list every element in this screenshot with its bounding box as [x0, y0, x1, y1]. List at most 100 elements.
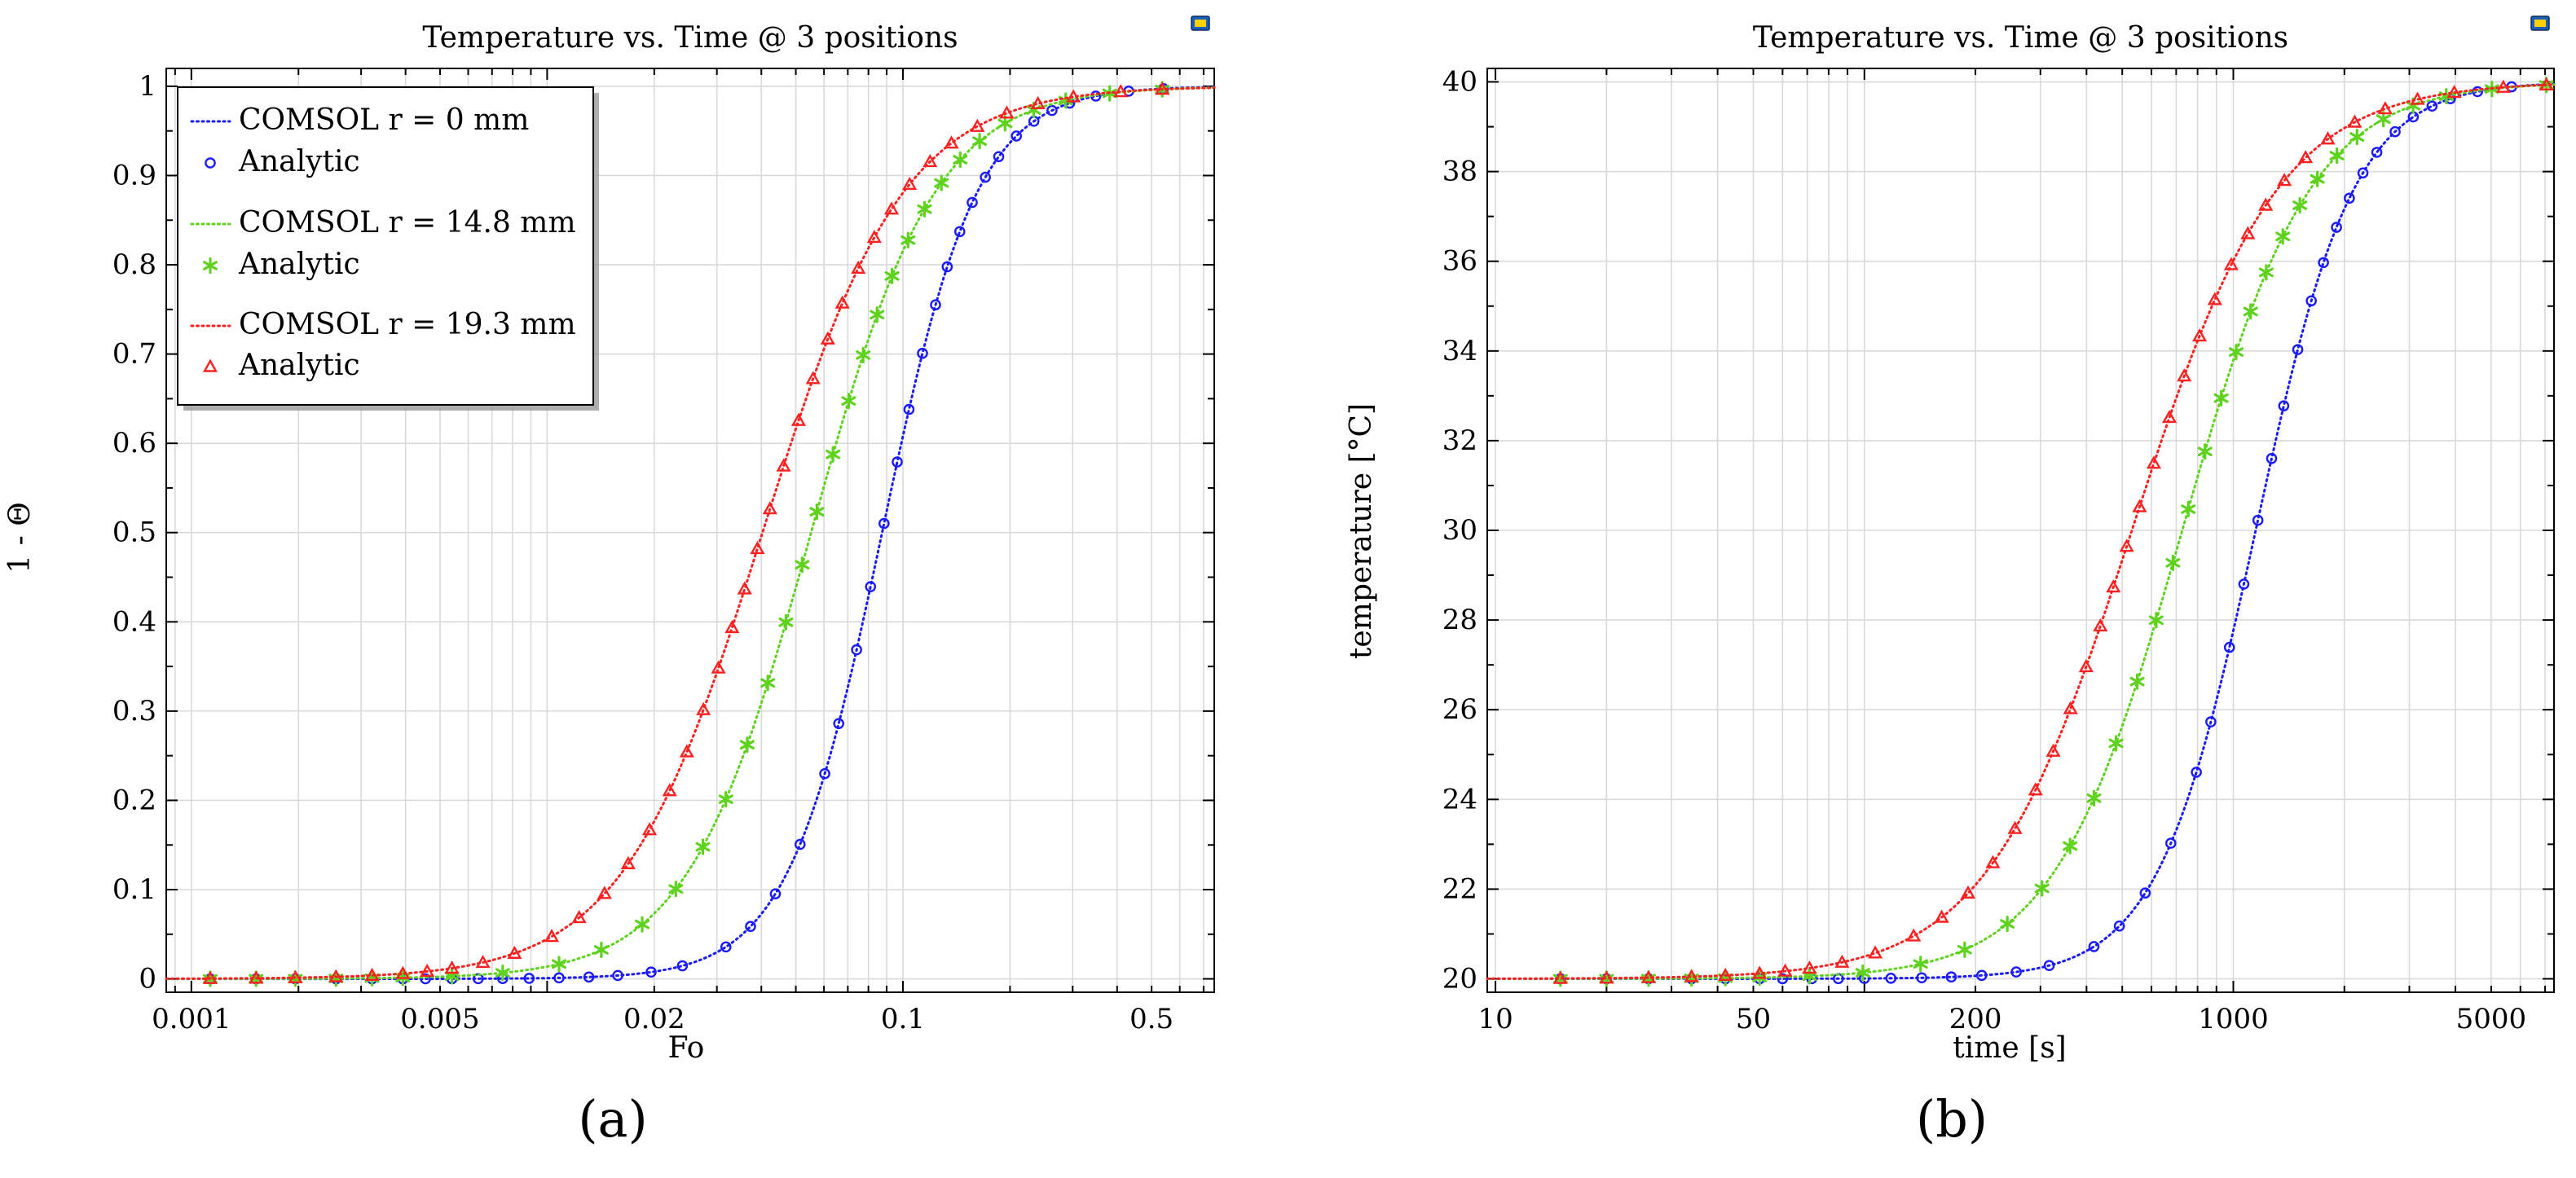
data-point	[2181, 500, 2196, 518]
legend-label: COMSOL r = 19.3 mm	[239, 308, 576, 341]
data-point	[720, 941, 732, 953]
data-point	[635, 916, 650, 933]
y-tick-label: 0.7	[112, 338, 156, 371]
series-line	[1486, 83, 2556, 980]
data-point	[1957, 941, 1972, 958]
data-point	[870, 306, 885, 323]
star-stroke	[1913, 959, 1928, 969]
star-stroke	[635, 919, 650, 930]
data-point	[571, 909, 587, 924]
data-point	[2495, 79, 2511, 93]
data-point	[444, 960, 460, 974]
star-stroke	[934, 178, 949, 188]
data-point	[769, 888, 782, 899]
series-3	[1486, 77, 2556, 984]
y-tick-label: 0	[139, 963, 156, 996]
data-point	[1906, 928, 1922, 942]
data-point	[2191, 767, 2202, 778]
data-point	[2310, 170, 2325, 187]
data-point	[724, 619, 740, 634]
legend-marker-swatch	[203, 257, 218, 275]
data-point	[679, 744, 694, 758]
data-point	[2298, 150, 2314, 164]
x-tick-label: 0.005	[400, 1003, 479, 1035]
legend-label: Analytic	[238, 349, 360, 382]
data-point	[2318, 257, 2329, 269]
data-point	[612, 969, 623, 982]
data-point	[420, 963, 435, 978]
data-point	[2243, 303, 2258, 320]
y-tick-label: 22	[1442, 873, 1477, 905]
star-stroke	[884, 270, 900, 281]
export-icon[interactable]	[2530, 15, 2550, 31]
data-point	[1885, 973, 1897, 984]
data-point	[2213, 389, 2229, 407]
data-point	[2376, 111, 2391, 128]
chart-title: Temperature vs. Time @ 3 positions	[1753, 21, 2288, 55]
star-stroke	[444, 971, 460, 982]
data-point	[2162, 410, 2177, 424]
data-point	[2472, 86, 2483, 98]
data-point	[2197, 443, 2213, 460]
data-point	[1945, 971, 1957, 983]
data-point	[2086, 789, 2102, 807]
star-stroke	[551, 959, 566, 969]
x-tick-label: 5000	[2456, 1003, 2527, 1035]
data-point	[809, 503, 825, 521]
data-point	[851, 644, 862, 656]
star-stroke	[2275, 231, 2291, 242]
y-tick-label: 20	[1442, 962, 1477, 995]
export-icon[interactable]	[1191, 15, 1210, 31]
y-tick-label: 0.1	[112, 873, 156, 906]
data-point	[967, 196, 978, 209]
y-tick-label: 28	[1442, 604, 1477, 636]
y-tick-label: 0.6	[112, 427, 156, 459]
data-point	[2205, 716, 2217, 727]
y-tick-label: 32	[1442, 424, 1477, 457]
star-stroke	[2034, 883, 2050, 894]
data-point	[2238, 578, 2250, 590]
data-point	[2278, 400, 2290, 411]
data-point	[2331, 222, 2342, 233]
data-point	[718, 791, 733, 808]
x-tick-label: 10	[1477, 1003, 1513, 1035]
x-tick-label: 0.001	[152, 1003, 231, 1035]
y-tick-label: 0.9	[112, 159, 156, 191]
legend-label: COMSOL r = 0 mm	[239, 103, 529, 137]
star-stroke	[809, 507, 825, 517]
data-point	[1599, 970, 1614, 984]
data-point	[865, 581, 877, 592]
ticks	[166, 68, 1214, 992]
data-point	[2389, 125, 2401, 138]
data-point	[903, 403, 915, 415]
y-tick-label: 24	[1442, 783, 1477, 815]
data-point	[923, 153, 938, 168]
data-point	[805, 371, 821, 385]
data-point	[2106, 579, 2121, 593]
data-point	[544, 929, 560, 943]
data-point	[1934, 909, 1949, 923]
star-stroke	[2086, 793, 2102, 803]
data-point	[2078, 658, 2094, 673]
data-point	[1066, 89, 1081, 103]
data-point	[696, 701, 711, 715]
data-point	[1155, 81, 1170, 95]
data-point	[884, 267, 900, 284]
star-stroke	[826, 449, 841, 459]
data-point	[1011, 130, 1022, 142]
star-stroke	[997, 118, 1013, 129]
legend-label: Analytic	[238, 145, 360, 178]
data-point	[1113, 84, 1129, 98]
star-stroke	[2165, 558, 2181, 568]
data-point	[760, 675, 776, 692]
data-point	[892, 456, 903, 468]
data-point	[551, 956, 566, 973]
data-point	[645, 966, 657, 978]
data-point	[993, 151, 1005, 163]
data-point	[2349, 129, 2365, 146]
data-point	[2320, 131, 2336, 145]
x-tick-label: 0.02	[623, 1003, 685, 1035]
data-point	[2063, 701, 2078, 714]
data-point	[1916, 972, 1927, 984]
data-point	[900, 231, 916, 248]
